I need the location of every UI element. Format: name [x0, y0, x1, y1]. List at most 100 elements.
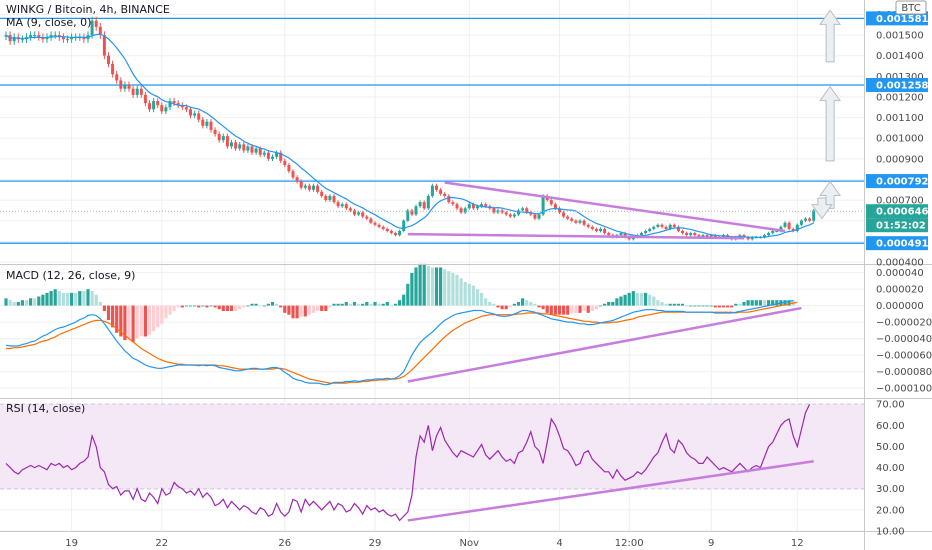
- candle: [98, 23, 102, 39]
- macd-histogram-bar: [147, 305, 152, 335]
- candle: [234, 139, 238, 151]
- macd-histogram-bar: [521, 298, 525, 306]
- macd-histogram-bar: [324, 305, 328, 312]
- macd-histogram-bar: [24, 300, 29, 306]
- macd-histogram-bar: [369, 303, 373, 306]
- macd-histogram-bar: [279, 305, 283, 308]
- macd-histogram-bar: [221, 305, 225, 312]
- macd-histogram-bar: [12, 301, 16, 306]
- x-tick-label: 12:00: [615, 538, 644, 549]
- candle: [361, 210, 365, 219]
- macd-histogram-bar: [590, 305, 594, 312]
- candle: [439, 187, 443, 196]
- candle: [512, 212, 516, 219]
- price-y-tick: 0.000400: [876, 257, 924, 268]
- macd-histogram-bar: [767, 300, 771, 306]
- candle: [455, 202, 459, 210]
- candle: [242, 141, 246, 153]
- price-y-tick: 0.000900: [876, 154, 924, 165]
- macd-histogram-bar: [611, 301, 615, 306]
- macd-histogram-bar: [266, 303, 270, 306]
- macd-histogram-bar: [270, 301, 275, 306]
- candle: [336, 200, 340, 208]
- macd-histogram-bar: [115, 305, 119, 333]
- macd-histogram-bar: [566, 305, 570, 315]
- candle: [467, 202, 471, 210]
- price-trendline[interactable]: [444, 181, 786, 233]
- rsi-trendline[interactable]: [407, 460, 814, 522]
- price-y-tick: 0.001500: [876, 31, 924, 42]
- price-pane[interactable]: [0, 9, 864, 244]
- macd-trendline[interactable]: [407, 306, 802, 383]
- macd-histogram-bar: [578, 305, 582, 313]
- price-y-tick: 0.001400: [876, 51, 924, 62]
- price-y-tick: 0.000700: [876, 196, 924, 207]
- moving-average-line: [5, 33, 814, 239]
- current-price-badge: [866, 204, 928, 219]
- macd-histogram-bar: [299, 305, 303, 317]
- candle: [517, 208, 520, 217]
- projection-arrow[interactable]: [810, 197, 833, 220]
- candle: [767, 231, 771, 237]
- macd-histogram-bar: [262, 305, 266, 307]
- currency-tag[interactable]: [895, 0, 927, 15]
- candle: [681, 229, 684, 235]
- price-trendline[interactable]: [407, 232, 745, 240]
- candle: [447, 194, 451, 204]
- candle: [398, 229, 402, 237]
- macd-histogram-bar: [549, 305, 553, 315]
- candle: [94, 16, 98, 31]
- candle: [275, 150, 279, 160]
- candle: [652, 225, 656, 231]
- macd-histogram-bar: [541, 305, 545, 310]
- macd-histogram-bar: [41, 294, 45, 306]
- macd-histogram-bar: [430, 267, 434, 306]
- candle: [217, 131, 221, 143]
- macd-histogram-bar: [553, 305, 557, 315]
- candle: [648, 227, 652, 233]
- projection-arrow[interactable]: [819, 9, 842, 63]
- candle: [303, 183, 307, 190]
- candle: [430, 183, 434, 198]
- macd-histogram-bar: [557, 305, 562, 315]
- macd-histogram-bar: [443, 269, 447, 306]
- rsi-pane[interactable]: [5, 403, 814, 522]
- macd-histogram-bar: [570, 305, 574, 313]
- macd-histogram-bar: [320, 305, 324, 312]
- macd-histogram-bar: [188, 305, 193, 307]
- candle: [599, 227, 602, 233]
- candle: [357, 210, 361, 217]
- macd-histogram-bar: [311, 305, 316, 313]
- macd-histogram-bar: [475, 289, 480, 306]
- macd-histogram-bar: [631, 291, 635, 306]
- candle: [271, 154, 274, 162]
- macd-histogram-bar: [90, 291, 94, 306]
- candle: [283, 158, 287, 168]
- candle: [377, 223, 381, 229]
- candle: [586, 223, 590, 229]
- macd-histogram-bar: [726, 305, 730, 308]
- macd-histogram-bar: [225, 305, 229, 312]
- level-price-badge: [866, 236, 928, 251]
- macd-histogram-bar: [586, 305, 590, 313]
- symbol-title: WINKG / Bitcoin, 4h, BINANCE: [6, 3, 170, 16]
- macd-histogram-bar: [381, 303, 385, 306]
- macd-histogram-bar: [746, 300, 750, 306]
- candle: [254, 146, 258, 155]
- projection-arrow[interactable]: [819, 180, 842, 209]
- macd-histogram-bar: [426, 265, 430, 306]
- candle: [373, 221, 377, 227]
- macd-histogram-bar: [648, 294, 652, 306]
- rsi-y-tick: 20.00: [876, 505, 905, 516]
- candle: [230, 139, 233, 149]
- macd-histogram-bar: [193, 305, 197, 307]
- macd-histogram-bar: [574, 305, 578, 313]
- candle: [205, 119, 209, 129]
- projection-arrow[interactable]: [819, 85, 842, 162]
- macd-histogram-bar: [717, 305, 721, 308]
- macd-histogram-bar: [607, 301, 611, 306]
- macd-pane[interactable]: [4, 263, 802, 386]
- macd-histogram-bar: [582, 305, 586, 312]
- macd-histogram-bar: [660, 301, 664, 306]
